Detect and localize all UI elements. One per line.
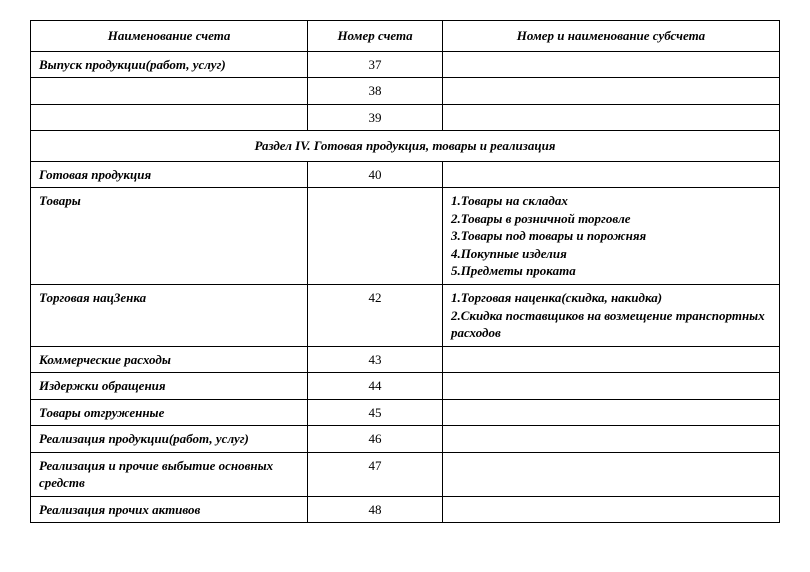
table-row: Готовая продукция 40 [31, 161, 780, 188]
table-row: Реализация продукции(работ, услуг) 46 [31, 426, 780, 453]
account-name: Реализация продукции(работ, услуг) [31, 426, 308, 453]
account-sub [442, 104, 779, 131]
account-sub [442, 426, 779, 453]
header-name: Наименование счета [31, 21, 308, 52]
table-row: 38 [31, 78, 780, 105]
account-name: Реализация и прочие выбытие основных сре… [31, 452, 308, 496]
account-sub: 1.Товары на складах 2.Товары в розничной… [442, 188, 779, 285]
account-name: Издержки обращения [31, 373, 308, 400]
account-number [308, 188, 443, 285]
account-sub [442, 51, 779, 78]
table-row: Торговая нац3енка 42 1.Торговая наценка(… [31, 285, 780, 347]
account-number: 46 [308, 426, 443, 453]
account-name [31, 78, 308, 105]
account-sub [442, 496, 779, 523]
account-name: Товары отгруженные [31, 399, 308, 426]
table-row: Издержки обращения 44 [31, 373, 780, 400]
account-name: Готовая продукция [31, 161, 308, 188]
section-title: Раздел IV. Готовая продукция, товары и р… [31, 131, 780, 162]
table-row: Товары 1.Товары на складах 2.Товары в ро… [31, 188, 780, 285]
account-number: 39 [308, 104, 443, 131]
section-header-row: Раздел IV. Готовая продукция, товары и р… [31, 131, 780, 162]
account-name: Товары [31, 188, 308, 285]
table-row: Выпуск продукции(работ, услуг) 37 [31, 51, 780, 78]
table-row: Реализация прочих активов 48 [31, 496, 780, 523]
table-row: Товары отгруженные 45 [31, 399, 780, 426]
header-subaccount: Номер и наименование субсчета [442, 21, 779, 52]
account-name: Коммерческие расходы [31, 346, 308, 373]
account-number: 42 [308, 285, 443, 347]
account-sub [442, 346, 779, 373]
account-sub [442, 161, 779, 188]
account-sub [442, 452, 779, 496]
account-number: 40 [308, 161, 443, 188]
header-number: Номер счета [308, 21, 443, 52]
account-sub [442, 78, 779, 105]
account-name [31, 104, 308, 131]
table-row: 39 [31, 104, 780, 131]
account-number: 44 [308, 373, 443, 400]
account-number: 43 [308, 346, 443, 373]
account-number: 38 [308, 78, 443, 105]
table-row: Коммерческие расходы 43 [31, 346, 780, 373]
account-number: 45 [308, 399, 443, 426]
accounts-table: Наименование счета Номер счета Номер и н… [30, 20, 780, 523]
account-name: Торговая нац3енка [31, 285, 308, 347]
account-name: Выпуск продукции(работ, услуг) [31, 51, 308, 78]
account-sub [442, 399, 779, 426]
account-number: 37 [308, 51, 443, 78]
account-sub: 1.Торговая наценка(скидка, накидка) 2.Ск… [442, 285, 779, 347]
table-header-row: Наименование счета Номер счета Номер и н… [31, 21, 780, 52]
table-row: Реализация и прочие выбытие основных сре… [31, 452, 780, 496]
account-number: 48 [308, 496, 443, 523]
account-sub [442, 373, 779, 400]
account-name: Реализация прочих активов [31, 496, 308, 523]
account-number: 47 [308, 452, 443, 496]
